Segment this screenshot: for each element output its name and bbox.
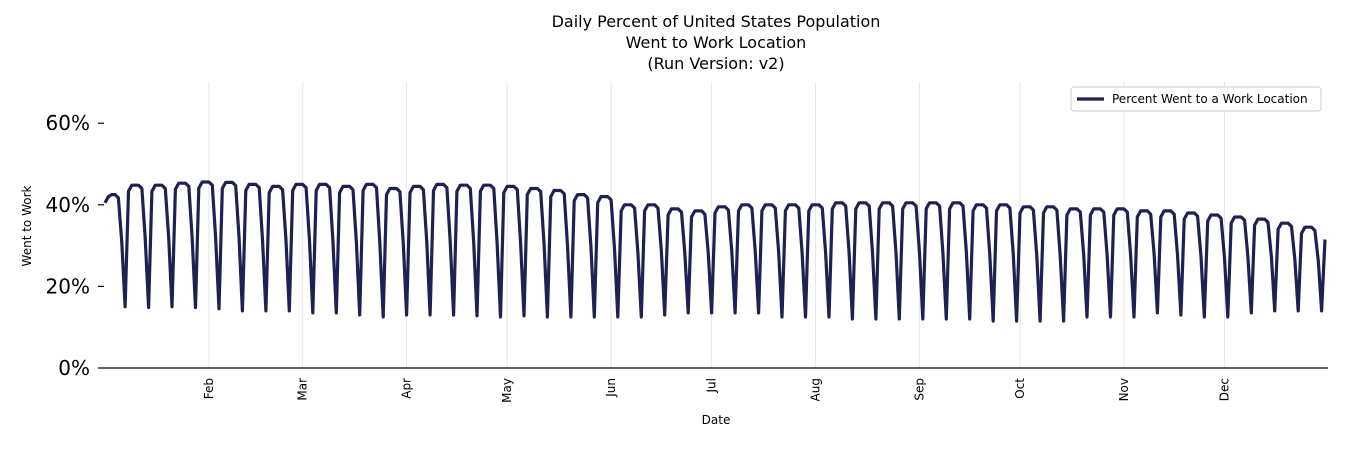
y-tick-label: 20%: [46, 274, 90, 298]
x-tick-label-nov: Nov: [1117, 378, 1131, 401]
title-line-1: Daily Percent of United States Populatio…: [552, 12, 881, 31]
y-tick-label: 0%: [58, 356, 90, 380]
x-tick-label-aug: Aug: [809, 378, 823, 401]
x-tick-label-apr: Apr: [400, 378, 414, 399]
x-tick-label-feb: Feb: [202, 378, 216, 399]
x-axis-ticks: Feb Mar Apr May Jun Jul Aug Sep Oct Nov Dec: [202, 378, 1232, 403]
legend: Percent Went to a Work Location: [1070, 86, 1322, 112]
x-axis-label: Date: [702, 413, 731, 427]
title-line-3: (Run Version: v2): [647, 54, 784, 73]
x-tick-label-dec: Dec: [1217, 378, 1231, 401]
legend-label: Percent Went to a Work Location: [1112, 92, 1308, 106]
x-tick-label-mar: Mar: [296, 378, 310, 401]
series-line-percent-went-to-work: [103, 180, 1327, 323]
y-tick-label: 40%: [46, 193, 90, 217]
x-tick-label-jun: Jun: [604, 378, 618, 398]
legend-box: [1070, 86, 1322, 112]
y-tick-label: 60%: [46, 111, 90, 135]
x-tick-label-jul: Jul: [705, 378, 719, 393]
x-tick-label-may: May: [500, 378, 514, 403]
y-axis-label: Went to Work: [20, 185, 34, 266]
y-axis-ticks: 0% 20% 40% 60%: [46, 111, 104, 380]
chart-title: Daily Percent of United States Populatio…: [552, 12, 881, 73]
x-tick-label-oct: Oct: [1013, 378, 1027, 399]
title-line-2: Went to Work Location: [626, 33, 807, 52]
x-tick-label-sep: Sep: [912, 378, 926, 401]
